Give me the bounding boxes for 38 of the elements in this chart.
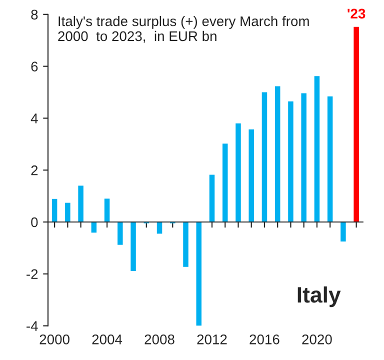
bar xyxy=(65,202,70,222)
x-tick-label: 2004 xyxy=(92,334,122,344)
bar xyxy=(118,222,123,245)
y-tick-label: 6 xyxy=(31,62,38,72)
x-tick-label: 2020 xyxy=(302,334,332,344)
bar xyxy=(314,76,320,222)
bar xyxy=(301,93,306,222)
annotation: '23 xyxy=(348,8,366,19)
x-tick-label: 2016 xyxy=(250,334,280,344)
bar xyxy=(52,198,58,222)
bar xyxy=(78,186,84,222)
annotation: Italy xyxy=(298,286,341,308)
bar xyxy=(340,222,346,242)
y-tick-label: 4 xyxy=(30,114,38,124)
x-tick-label: 2012 xyxy=(197,334,227,344)
bar xyxy=(236,123,241,222)
bar xyxy=(130,222,136,272)
bar xyxy=(104,198,110,222)
bar xyxy=(91,222,97,233)
x-tick-label: 2008 xyxy=(144,334,174,344)
bar xyxy=(262,92,268,222)
y-tick-label: 2 xyxy=(31,165,38,176)
bar xyxy=(327,96,333,222)
x-tick-label: 2000 xyxy=(40,334,70,344)
bar xyxy=(183,222,188,267)
bar xyxy=(156,222,162,234)
bar xyxy=(354,26,359,222)
y-tick-label: -4 xyxy=(26,321,38,331)
bar xyxy=(209,174,215,222)
bar xyxy=(274,86,280,222)
bar xyxy=(222,144,228,222)
y-tick-label: 8 xyxy=(31,10,38,20)
y-tick-label: -2 xyxy=(26,269,38,279)
bar xyxy=(196,222,202,326)
y-tick-label: 0 xyxy=(31,217,38,228)
bar xyxy=(288,101,294,222)
text: Italy's trade surplus (+) every March from 2000 to 2023, in EUR bn xyxy=(58,16,309,43)
bar xyxy=(248,129,254,222)
